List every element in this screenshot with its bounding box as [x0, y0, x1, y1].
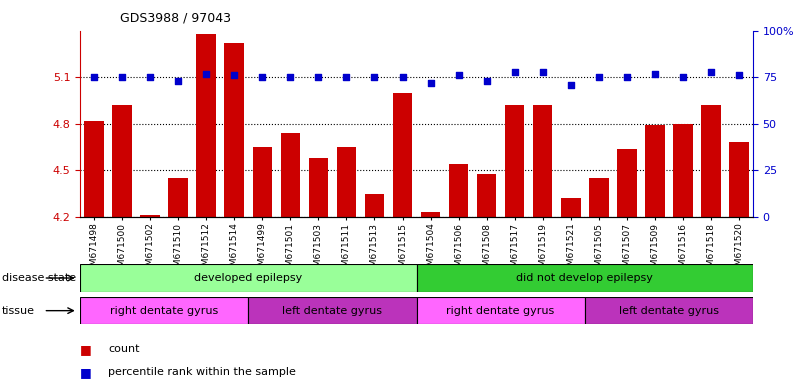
Bar — [168, 178, 188, 217]
Bar — [533, 105, 553, 217]
Text: count: count — [108, 344, 139, 354]
Bar — [140, 215, 160, 217]
Point — [648, 71, 661, 77]
Point — [115, 74, 128, 80]
Text: ■: ■ — [80, 366, 92, 379]
Point — [452, 72, 465, 78]
Point — [424, 80, 437, 86]
Bar — [505, 105, 525, 217]
Point — [340, 74, 352, 80]
Bar — [308, 158, 328, 217]
Bar — [477, 174, 497, 217]
Bar — [729, 142, 749, 217]
Text: left dentate gyrus: left dentate gyrus — [619, 306, 718, 316]
Bar — [280, 133, 300, 217]
Text: right dentate gyrus: right dentate gyrus — [446, 306, 555, 316]
Point — [396, 74, 409, 80]
Bar — [364, 194, 384, 217]
Text: did not develop epilepsy: did not develop epilepsy — [517, 273, 653, 283]
Text: disease state: disease state — [2, 273, 76, 283]
Point — [732, 72, 745, 78]
Text: right dentate gyrus: right dentate gyrus — [110, 306, 219, 316]
Bar — [248, 297, 417, 324]
Bar — [80, 297, 248, 324]
Point — [480, 78, 493, 84]
Bar — [80, 264, 417, 292]
Bar — [84, 121, 104, 217]
Bar — [673, 124, 693, 217]
Text: left dentate gyrus: left dentate gyrus — [283, 306, 382, 316]
Point — [199, 71, 212, 77]
Bar — [392, 93, 413, 217]
Point — [171, 78, 184, 84]
Text: developed epilepsy: developed epilepsy — [194, 273, 303, 283]
Bar — [417, 297, 585, 324]
Point — [368, 74, 380, 80]
Point — [564, 82, 577, 88]
Bar — [252, 147, 272, 217]
Text: GDS3988 / 97043: GDS3988 / 97043 — [120, 12, 231, 25]
Point — [620, 74, 633, 80]
Bar — [617, 149, 637, 217]
Point — [227, 72, 240, 78]
Bar — [585, 297, 753, 324]
Text: ■: ■ — [80, 343, 92, 356]
Bar — [196, 34, 216, 217]
Bar — [701, 105, 721, 217]
Text: tissue: tissue — [2, 306, 34, 316]
Bar — [224, 43, 244, 217]
Bar — [417, 264, 753, 292]
Point — [676, 74, 689, 80]
Point — [312, 74, 324, 80]
Point — [256, 74, 268, 80]
Point — [284, 74, 296, 80]
Bar — [561, 199, 581, 217]
Bar — [589, 178, 609, 217]
Bar — [112, 105, 132, 217]
Bar — [421, 212, 441, 217]
Text: percentile rank within the sample: percentile rank within the sample — [108, 367, 296, 377]
Bar — [449, 164, 469, 217]
Point — [536, 69, 549, 75]
Point — [508, 69, 521, 75]
Point — [144, 74, 157, 80]
Bar — [645, 126, 665, 217]
Bar — [336, 147, 356, 217]
Point — [88, 74, 101, 80]
Point — [592, 74, 605, 80]
Point — [704, 69, 717, 75]
